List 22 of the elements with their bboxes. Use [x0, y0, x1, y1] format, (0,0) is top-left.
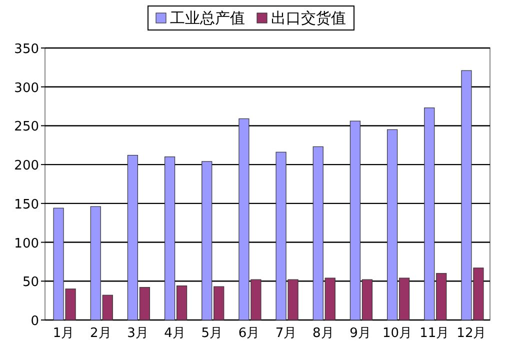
y-tick-label: 150: [14, 197, 39, 212]
x-tick-label: 6月: [238, 326, 260, 341]
x-tick-label: 8月: [312, 326, 334, 341]
x-tick-label: 10月: [382, 326, 412, 341]
x-tick-label: 7月: [275, 326, 297, 341]
x-tick-label: 4月: [164, 326, 186, 341]
y-tick-label: 350: [14, 42, 39, 57]
legend-label: 工业总产值: [170, 9, 245, 27]
x-tick-label: 5月: [201, 326, 223, 341]
y-tick-label: 0: [30, 314, 39, 329]
y-tick-label: 50: [22, 275, 39, 290]
y-tick-label: 200: [14, 158, 39, 174]
y-tick-label: 250: [14, 120, 39, 135]
legend-label: 出口交货值: [271, 9, 346, 27]
y-tick-label: 100: [14, 236, 39, 252]
y-tick-label: 300: [14, 80, 39, 96]
x-tick-label: 2月: [90, 326, 112, 341]
x-tick-label: 12月: [456, 326, 486, 341]
x-tick-label: 1月: [52, 326, 74, 341]
x-tick-label: 3月: [127, 326, 148, 341]
x-tick-label: 11月: [420, 326, 450, 341]
x-tick-label: 9月: [350, 326, 371, 341]
